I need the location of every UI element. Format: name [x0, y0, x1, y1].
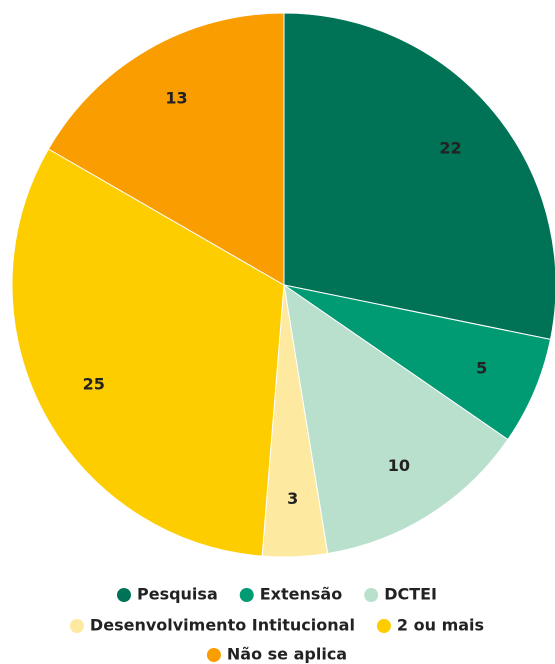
pie-slice [11, 148, 285, 557]
pie-slice [283, 12, 555, 340]
legend-label: DCTEI [384, 585, 437, 604]
legend-label: Extensão [260, 585, 342, 604]
legend-marker [69, 619, 84, 633]
legend-label: Pesquisa [137, 585, 218, 604]
legend-marker [376, 619, 391, 633]
data-label: 22 [439, 139, 461, 158]
legend-label: Não se aplica [227, 645, 347, 664]
legend-row: Pesquisa Extensão DCTEI [116, 585, 437, 604]
legend-marker [239, 588, 254, 602]
data-label: 25 [83, 374, 105, 393]
data-label: 5 [476, 359, 487, 378]
data-label: 3 [287, 489, 298, 508]
legend-row: Desenvolvimento Intitucional 2 ou mais [69, 616, 484, 635]
legend-marker [364, 588, 379, 602]
legend-marker [116, 588, 131, 602]
data-label: 10 [388, 456, 410, 475]
legend-label: 2 ou mais [397, 616, 484, 635]
pie-slice [47, 12, 285, 286]
pie-slice [283, 283, 509, 555]
data-label: 13 [165, 88, 187, 107]
legend-label: Desenvolvimento Intitucional [90, 616, 355, 635]
legend-marker [206, 648, 221, 662]
legend-row: Não se aplica [206, 645, 347, 664]
